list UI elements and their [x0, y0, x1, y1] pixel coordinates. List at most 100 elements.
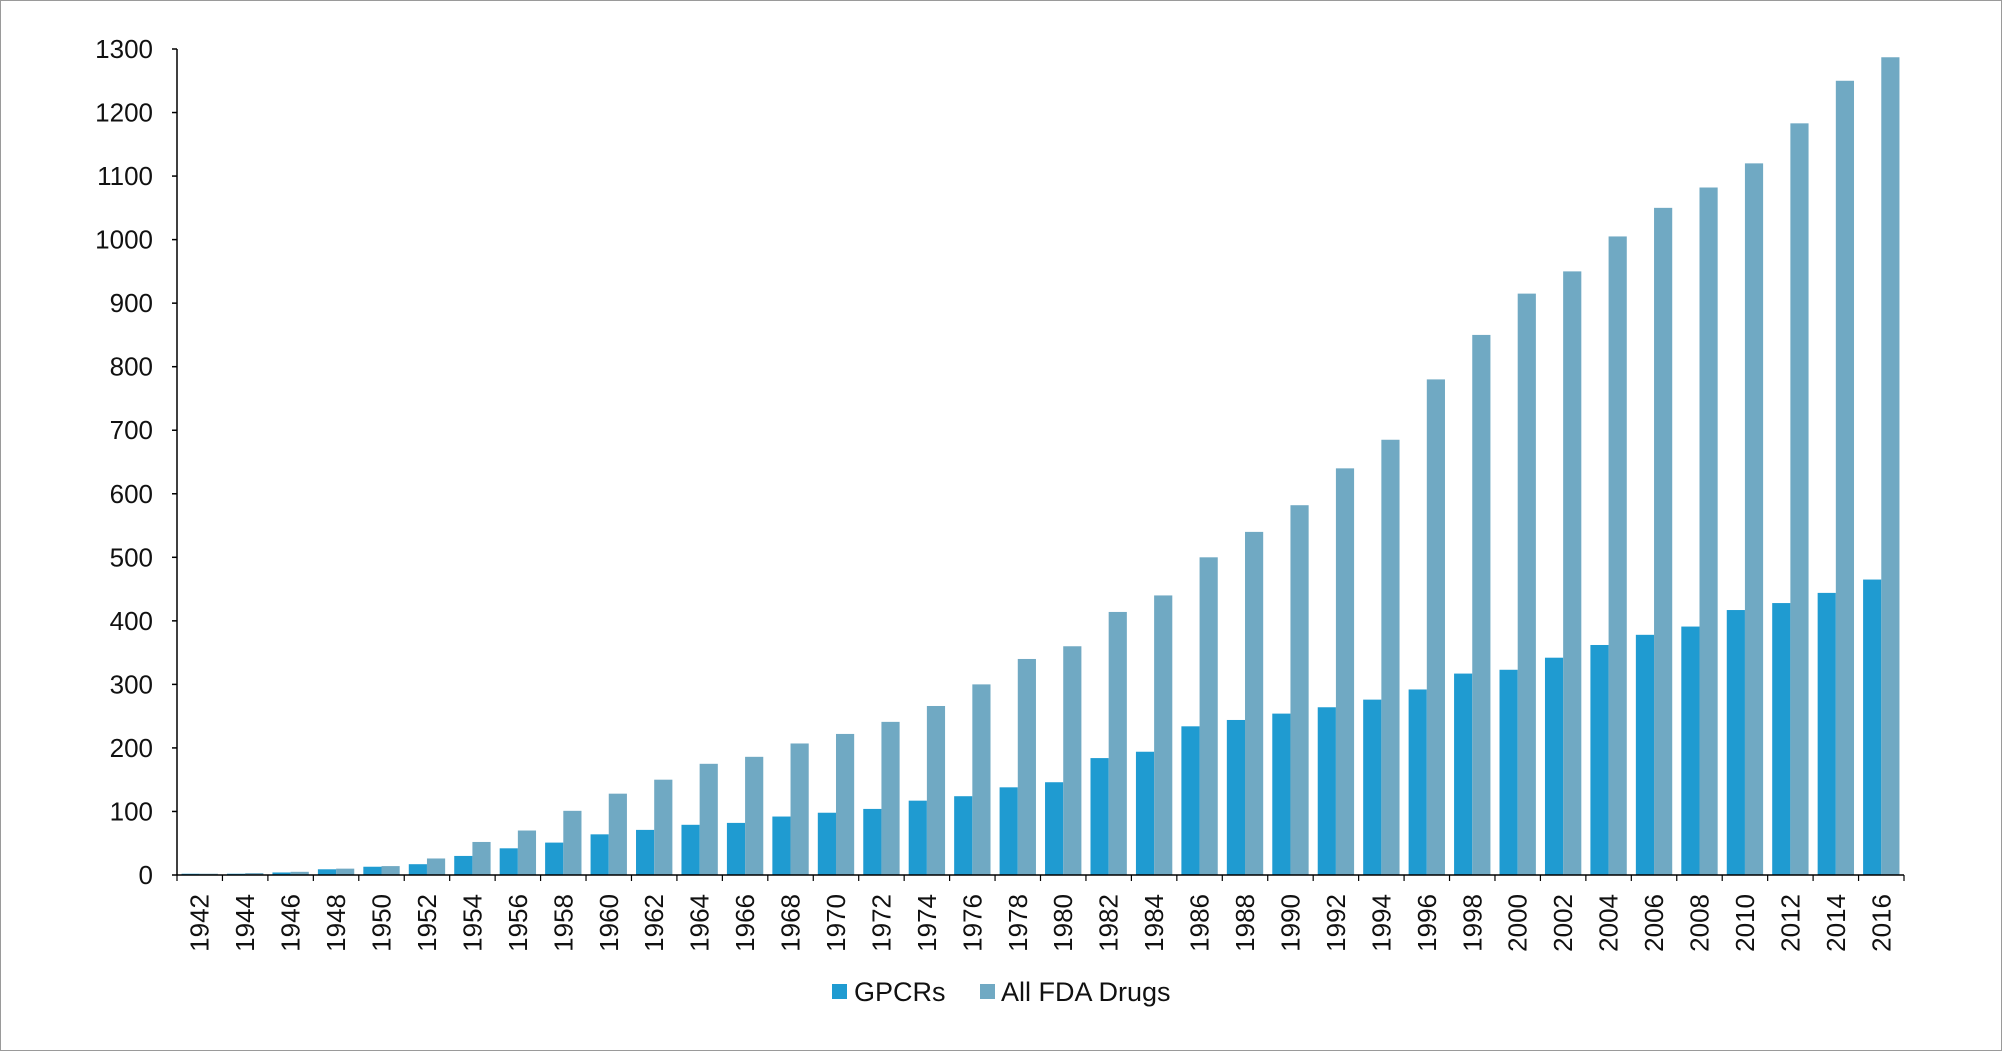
y-tick-label: 800: [110, 352, 153, 382]
legend-label-gpcrs: GPCRs: [854, 977, 946, 1007]
bar-all-fda-drugs-1984: [1154, 595, 1173, 875]
x-tick-label: 1956: [503, 894, 533, 952]
bar-all-fda-drugs-1950: [381, 866, 400, 875]
x-tick-label: 1958: [548, 894, 578, 952]
bar-all-fda-drugs-1956: [517, 830, 537, 875]
x-tick-label: 1996: [1412, 894, 1442, 952]
legend: GPCRs All FDA Drugs: [832, 977, 1171, 1007]
bar-gpcrs-1956: [499, 848, 518, 875]
bar-all-fda-drugs-1958: [563, 810, 582, 875]
x-tick-label: 1968: [776, 894, 806, 952]
bar-gpcrs-1980: [1045, 782, 1064, 875]
bar-all-fda-drugs-1990: [1290, 505, 1309, 875]
x-tick-label: 2002: [1548, 894, 1578, 952]
bar-all-fda-drugs-2000: [1517, 293, 1536, 875]
x-tick-label: 1998: [1457, 894, 1487, 952]
bar-gpcrs-2014: [1817, 592, 1836, 875]
bar-gpcrs-2000: [1499, 669, 1518, 875]
x-tick-label: 1970: [821, 894, 851, 952]
bar-all-fda-drugs-1968: [790, 743, 809, 875]
bar-gpcrs-1948: [317, 869, 337, 875]
bar-gpcrs-2004: [1590, 644, 1609, 875]
x-tick-label: 1964: [685, 894, 715, 952]
x-tick-label: 2016: [1866, 894, 1896, 952]
bar-all-fda-drugs-2010: [1744, 163, 1764, 875]
bar-all-fda-drugs-1988: [1245, 531, 1264, 875]
y-tick-label: 1100: [97, 161, 153, 191]
x-tick-label: 1952: [412, 894, 442, 952]
x-tick-label: 2012: [1775, 894, 1805, 952]
bar-all-fda-drugs-1954: [472, 841, 491, 875]
bar-all-fda-drugs-1980: [1063, 646, 1082, 875]
bar-all-fda-drugs-1992: [1335, 468, 1355, 875]
bar-gpcrs-1986: [1181, 726, 1200, 875]
bar-all-fda-drugs-1974: [926, 705, 946, 875]
x-tick-label: 2004: [1594, 894, 1624, 952]
y-tick-label: 700: [110, 415, 153, 445]
bar-gpcrs-1962: [636, 829, 655, 875]
bar-all-fda-drugs-1982: [1108, 611, 1127, 875]
y-tick-label: 500: [110, 542, 153, 572]
legend-label-all-fda-drugs: All FDA Drugs: [1001, 977, 1171, 1007]
x-tick-label: 2014: [1821, 894, 1851, 952]
bar-all-fda-drugs-1978: [1017, 658, 1036, 875]
bar-gpcrs-1988: [1226, 719, 1246, 875]
x-tick-label: 2006: [1639, 894, 1669, 952]
bar-gpcrs-1992: [1317, 707, 1336, 875]
x-tick-label: 1974: [912, 894, 942, 952]
x-tick-label: 1954: [457, 894, 487, 952]
bar-gpcrs-1964: [681, 824, 700, 875]
bar-all-fda-drugs-2008: [1699, 187, 1718, 875]
bar-gpcrs-1990: [1272, 713, 1291, 875]
x-tick-label: 1946: [276, 894, 306, 952]
legend-swatch-gpcrs: [832, 984, 847, 999]
x-tick-label: 1960: [594, 894, 624, 952]
bar-gpcrs-1974: [908, 800, 927, 875]
x-axis: 1942 1944 1946 1948 1950 1952 1954 1956 1958 1960…: [176, 874, 1905, 952]
bar-gpcrs-1968: [772, 816, 791, 875]
bar-gpcrs-1994: [1363, 699, 1382, 875]
y-axis: 0 100 200 300 400 500 600 700 800 900 1000 1100 1200…: [95, 34, 178, 890]
legend-swatch-all-fda-drugs: [980, 984, 995, 999]
bar-gpcrs-2002: [1544, 657, 1564, 875]
bar-all-fda-drugs-1946: [290, 871, 309, 875]
x-tick-label: 1966: [730, 894, 760, 952]
bar-gpcrs-2016: [1863, 579, 1882, 875]
x-tick-label: 1990: [1275, 894, 1305, 952]
bar-all-fda-drugs-1966: [745, 756, 764, 875]
x-tick-label: 1972: [866, 894, 896, 952]
x-tick-label: 1994: [1366, 894, 1396, 952]
x-tick-label: 1948: [321, 894, 351, 952]
bar-gpcrs-1972: [863, 808, 882, 875]
x-tick-label: 1942: [185, 894, 215, 952]
bar-gpcrs-1978: [999, 787, 1018, 875]
bar-all-fda-drugs-1970: [835, 733, 855, 875]
bar-gpcrs-1954: [454, 855, 473, 875]
x-tick-label: 1988: [1230, 894, 1260, 952]
bar-all-fda-drugs-1994: [1381, 439, 1400, 875]
bar-gpcrs-1984: [1135, 751, 1155, 875]
x-tick-label: 2010: [1730, 894, 1760, 952]
bar-all-fda-drugs-2006: [1654, 207, 1673, 876]
y-tick-label: 900: [110, 288, 153, 318]
y-tick-label: 200: [110, 733, 153, 763]
bar-gpcrs-2012: [1772, 603, 1791, 875]
bar-gpcrs-1970: [817, 812, 836, 875]
bar-gpcrs-2008: [1681, 626, 1700, 875]
bar-all-fda-drugs-1986: [1199, 557, 1218, 875]
bar-gpcrs-1950: [363, 866, 382, 875]
bar-all-fda-drugs-1998: [1472, 334, 1491, 875]
x-tick-label: 1962: [639, 894, 669, 952]
x-tick-label: 1944: [230, 894, 260, 952]
x-tick-label: 1986: [1185, 894, 1215, 952]
x-tick-label: 2008: [1684, 894, 1714, 952]
x-tick-label: 2000: [1503, 894, 1533, 952]
bar-all-fda-drugs-1976: [972, 684, 991, 875]
bar-gpcrs-2006: [1635, 634, 1655, 875]
y-tick-label: 0: [139, 860, 153, 890]
bar-all-fda-drugs-1962: [654, 779, 673, 875]
bar-all-fda-drugs-1964: [699, 763, 718, 875]
y-tick-label: 1300: [95, 34, 153, 64]
